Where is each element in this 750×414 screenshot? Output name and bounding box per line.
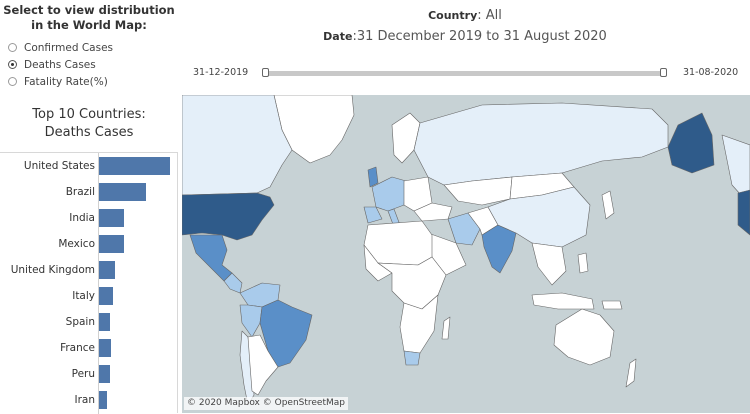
top-countries-title-text: Top 10 Countries: Deaths Cases bbox=[32, 107, 146, 140]
map-japan bbox=[601, 190, 615, 220]
top-countries-title: Top 10 Countries: Deaths Cases bbox=[0, 106, 178, 142]
radio-label[interactable]: Confirmed Cases bbox=[24, 41, 114, 54]
top-countries-bar-chart: United States Brazil India Mexico United Kin… bbox=[0, 152, 178, 414]
bar-row[interactable]: France bbox=[0, 335, 178, 361]
bar[interactable] bbox=[99, 287, 113, 305]
date-label: Date bbox=[323, 30, 353, 43]
map-indonesia bbox=[531, 292, 595, 310]
bar-label: United Kingdom bbox=[10, 264, 95, 276]
slider-end-handle[interactable] bbox=[660, 68, 667, 77]
map-spain bbox=[363, 206, 383, 224]
bar-row[interactable]: India bbox=[0, 205, 178, 231]
world-map[interactable] bbox=[182, 95, 750, 413]
bar[interactable] bbox=[99, 235, 124, 253]
map-australia bbox=[553, 308, 615, 366]
radio-deaths-cases[interactable]: Deaths Cases bbox=[8, 56, 113, 73]
radio-label[interactable]: Fatality Rate(%) bbox=[24, 75, 108, 88]
bar-label: India bbox=[69, 212, 95, 224]
map-argentina bbox=[247, 334, 279, 396]
map-alaska bbox=[667, 112, 715, 174]
radio-fatality-rate[interactable]: Fatality Rate(%) bbox=[8, 73, 113, 90]
bar-label: France bbox=[60, 342, 95, 354]
map-central-america bbox=[223, 272, 243, 294]
radio-label[interactable]: Deaths Cases bbox=[24, 58, 96, 71]
bar-label: Spain bbox=[65, 316, 95, 328]
map-russia bbox=[413, 102, 669, 186]
map-brazil bbox=[259, 299, 313, 368]
bar-label: Brazil bbox=[65, 186, 95, 198]
map-papua bbox=[601, 300, 623, 310]
bar-label: Mexico bbox=[58, 238, 95, 250]
bar[interactable] bbox=[99, 391, 108, 409]
radio-confirmed-cases[interactable]: Confirmed Cases bbox=[8, 39, 113, 56]
slider-end-label: 31-08-2020 bbox=[683, 67, 739, 78]
bar-label: United States bbox=[23, 160, 95, 172]
country-value: All bbox=[485, 8, 502, 23]
bar-label: Peru bbox=[71, 368, 95, 380]
map-iran bbox=[447, 212, 481, 246]
map-united-states bbox=[182, 192, 275, 241]
map-southern-africa bbox=[399, 294, 439, 354]
radio-circle-icon[interactable] bbox=[8, 43, 17, 52]
radio-circle-icon[interactable] bbox=[8, 60, 17, 69]
country-colon: : bbox=[477, 8, 486, 23]
bar-label: Iran bbox=[74, 394, 95, 406]
bar-axis-line bbox=[98, 153, 99, 414]
bar-row[interactable]: Spain bbox=[0, 309, 178, 335]
country-label: Country bbox=[428, 9, 478, 22]
map-canada bbox=[182, 95, 293, 196]
bar[interactable] bbox=[99, 313, 111, 331]
world-map-svg[interactable] bbox=[182, 95, 750, 413]
map-united-states-west bbox=[737, 189, 750, 236]
map-attribution[interactable]: © 2020 Mapbox © OpenStreetMap bbox=[184, 397, 348, 410]
selector-title: Select to view distribution in the World… bbox=[3, 3, 175, 32]
map-turkey bbox=[413, 202, 453, 222]
bar-row[interactable]: Mexico bbox=[0, 231, 178, 257]
map-scandinavia bbox=[391, 112, 421, 164]
left-panel: Select to view distribution in the World… bbox=[0, 0, 178, 414]
bar-label: Italy bbox=[72, 290, 95, 302]
slider-start-label: 31-12-2019 bbox=[193, 67, 249, 78]
date-colon: : bbox=[352, 29, 357, 44]
bar-row[interactable]: Brazil bbox=[0, 179, 178, 205]
bar[interactable] bbox=[99, 209, 125, 227]
bar[interactable] bbox=[99, 261, 116, 279]
map-southeast-asia bbox=[531, 242, 567, 286]
map-india bbox=[481, 224, 517, 274]
bar[interactable] bbox=[99, 157, 170, 175]
map-alaska-east bbox=[721, 134, 750, 206]
radio-circle-icon[interactable] bbox=[8, 77, 17, 86]
distribution-radio-group: Confirmed Cases Deaths Cases Fatality Ra… bbox=[8, 39, 113, 90]
bar-row[interactable]: United States bbox=[0, 153, 178, 179]
map-uk bbox=[367, 166, 379, 188]
slider-start-handle[interactable] bbox=[262, 68, 269, 77]
map-mexico bbox=[189, 234, 233, 282]
bar-row[interactable]: Iran bbox=[0, 387, 178, 413]
bar-row[interactable]: Peru bbox=[0, 361, 178, 387]
map-south-africa bbox=[403, 350, 421, 366]
bar-row[interactable]: Italy bbox=[0, 283, 178, 309]
date-value: 31 December 2019 to 31 August 2020 bbox=[356, 29, 607, 44]
map-new-zealand bbox=[625, 358, 637, 388]
map-philippines bbox=[577, 252, 589, 274]
date-header: Date:31 December 2019 to 31 August 2020 bbox=[180, 29, 750, 44]
map-madagascar bbox=[441, 316, 451, 340]
bar[interactable] bbox=[99, 365, 111, 383]
country-header: Country: All bbox=[180, 8, 750, 23]
bar[interactable] bbox=[99, 183, 146, 201]
bar-row[interactable]: United Kingdom bbox=[0, 257, 178, 283]
date-range-slider-track[interactable] bbox=[266, 71, 663, 76]
bar[interactable] bbox=[99, 339, 111, 357]
